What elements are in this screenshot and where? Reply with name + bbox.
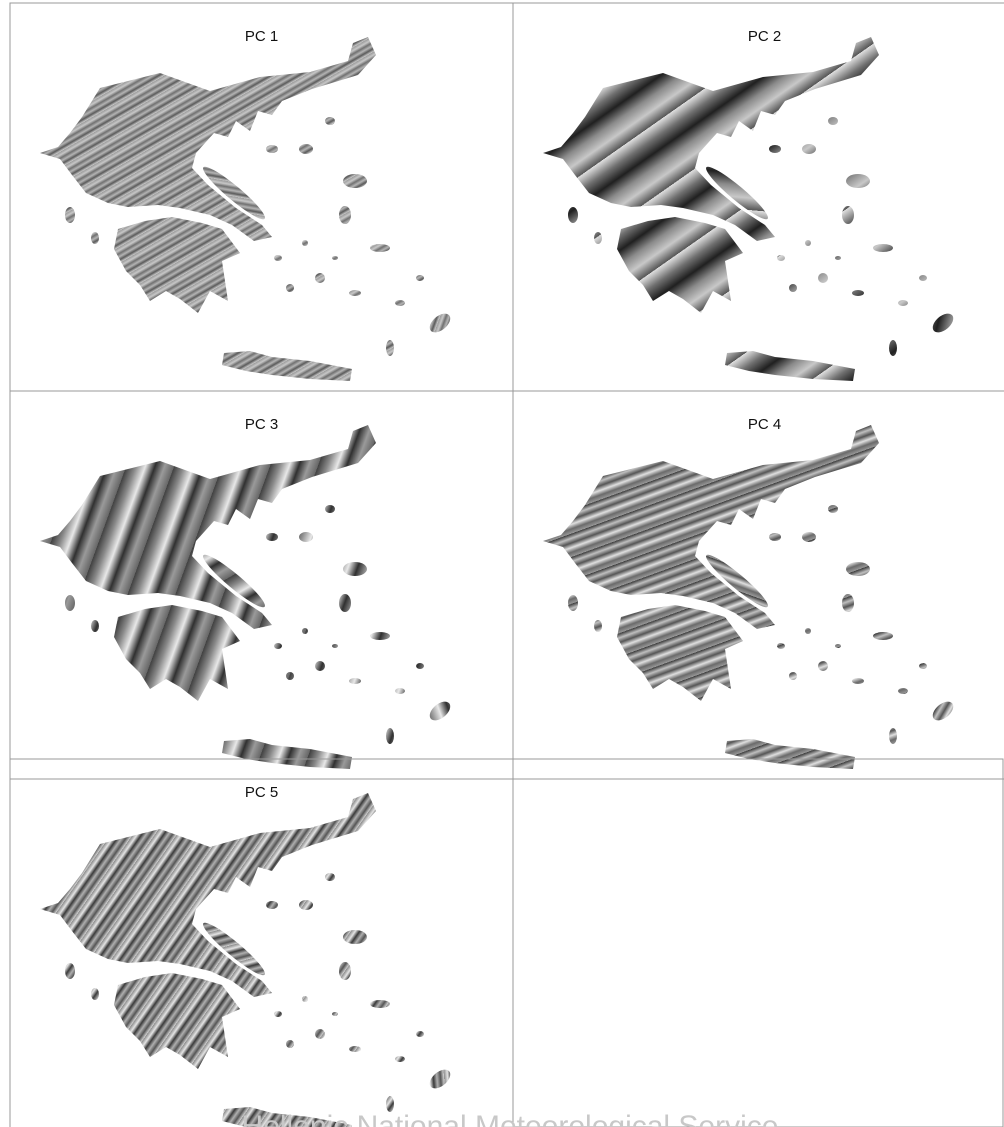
figure: PC 1 PC 2 PC 3 PC 4 PC 5 Hellenic National M… [0,0,1004,1127]
map-panel: PC 5 [10,759,513,1127]
greece-map [40,37,454,381]
map-panel: PC 2 [513,3,1004,391]
greece-map [40,793,454,1127]
greece-map [40,425,454,769]
greece-map [543,425,957,769]
panel-title: PC 2 [748,28,781,45]
panel-title: PC 3 [245,416,278,433]
map-panel: PC 3 [10,391,513,779]
map-panel: PC 4 [513,391,1004,779]
panel-frame [10,3,513,391]
panel-frame [513,759,1003,1127]
map-panel: PC 1 [10,3,513,391]
footer-text: Hellenic National Meteorological Service [242,1110,779,1127]
panel-title: PC 1 [245,28,278,45]
panel-title: PC 4 [748,416,781,433]
panel-grid: PC 1 PC 2 PC 3 PC 4 PC 5 [10,3,1004,1127]
panel-frame [513,391,1004,779]
panel-frame [513,3,1004,391]
greece-map [543,37,957,381]
panel-title: PC 5 [245,784,278,801]
panel-frame [10,391,513,779]
